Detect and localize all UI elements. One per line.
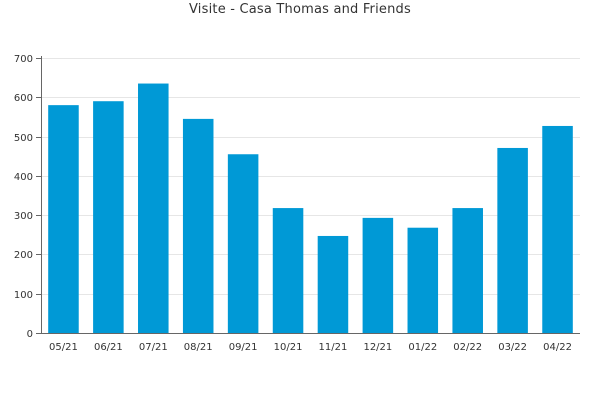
x-tick-label: 01/22	[408, 342, 437, 353]
x-tick-label: 06/21	[94, 342, 123, 353]
bars	[48, 83, 573, 334]
bar	[182, 118, 214, 333]
bar	[317, 235, 349, 333]
bar	[407, 227, 439, 333]
x-tick-label: 02/22	[453, 342, 482, 353]
x-tick-labels: 05/21 06/21 07/21 08/21 09/21 10/21 11/21 12/21…	[49, 342, 572, 353]
gridlines	[41, 58, 580, 295]
bar	[227, 154, 259, 333]
y-tick-label: 700	[14, 54, 33, 65]
x-tick-label: 11/21	[319, 342, 348, 353]
bar	[272, 208, 304, 333]
bar	[362, 217, 394, 333]
x-tick-label: 04/22	[543, 342, 572, 353]
y-tick-label: 300	[14, 211, 33, 222]
axes	[36, 56, 580, 334]
y-tick-label: 400	[14, 172, 33, 183]
x-tick-label: 10/21	[274, 342, 303, 353]
y-tick-label: 600	[14, 93, 33, 104]
x-tick-label: 03/22	[498, 342, 527, 353]
chart-title: Visite - Casa Thomas and Friends	[189, 2, 411, 17]
y-tick-labels: 0 100 200 300 400 500 600 700	[14, 54, 33, 340]
bar	[452, 208, 483, 333]
bar	[138, 83, 169, 333]
y-tick-label: 100	[14, 290, 33, 301]
y-tick-label: 500	[14, 133, 33, 144]
x-tick-label: 08/21	[184, 342, 213, 353]
x-tick-label: 07/21	[139, 342, 168, 353]
bar	[93, 101, 124, 334]
bar	[542, 125, 573, 334]
x-tick-label: 05/21	[49, 342, 78, 353]
x-tick-label: 09/21	[229, 342, 258, 353]
y-tick-label: 200	[14, 250, 33, 261]
bar	[48, 105, 79, 333]
bar	[497, 147, 528, 333]
y-tick-label: 0	[27, 329, 33, 340]
x-tick-label: 12/21	[363, 342, 392, 353]
